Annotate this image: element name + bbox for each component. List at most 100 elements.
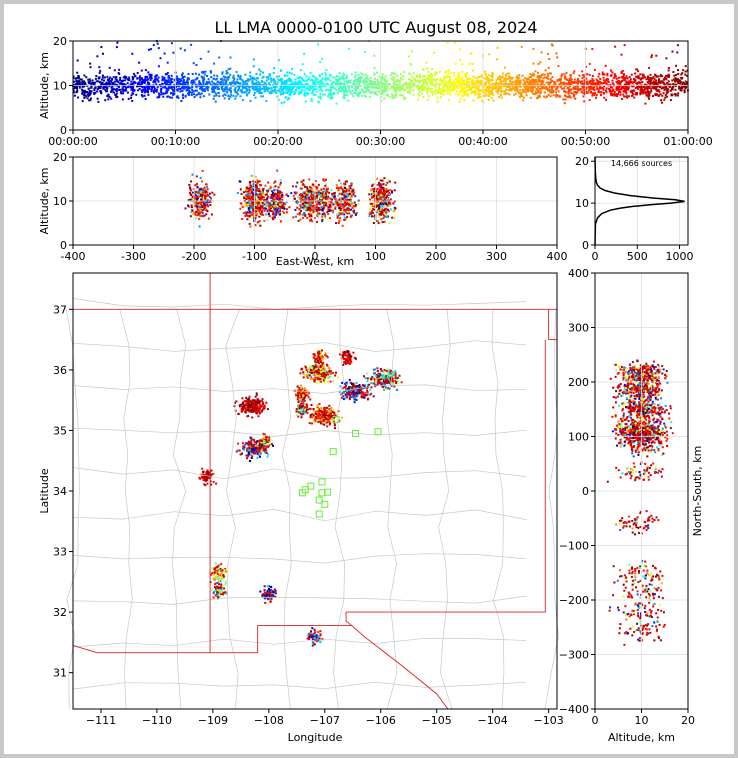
- time-height-point: [172, 51, 175, 54]
- time-height-point: [236, 91, 239, 94]
- east-west-point: [254, 201, 257, 204]
- time-height-point: [89, 80, 92, 83]
- east-west-point: [314, 200, 317, 203]
- time-height-point: [241, 91, 244, 94]
- time-height-point: [376, 80, 379, 83]
- east-west-point: [352, 205, 355, 208]
- time-height-point: [620, 76, 623, 79]
- time-height-point: [560, 81, 563, 84]
- east-west-point: [325, 201, 328, 204]
- time-height-point: [322, 93, 325, 96]
- time-height-point: [402, 89, 405, 91]
- time-height-point: [518, 83, 521, 86]
- east-west-point: [357, 203, 360, 206]
- time-height-point: [183, 49, 186, 52]
- time-height-point: [565, 91, 568, 94]
- time-height-point: [313, 81, 316, 84]
- time-height-point: [256, 90, 259, 93]
- east-west-point: [258, 220, 261, 223]
- time-height-point: [338, 76, 341, 79]
- time-height-point: [352, 95, 355, 98]
- east-west-point: [198, 225, 201, 228]
- time-height-point: [263, 82, 266, 85]
- east-west-point: [190, 206, 193, 209]
- east-west-point: [276, 205, 279, 208]
- time-height-point: [285, 96, 288, 99]
- east-west-point: [239, 180, 242, 183]
- time-height-point: [290, 83, 293, 86]
- east-west-point: [249, 225, 252, 228]
- time-height-point: [615, 77, 618, 80]
- time-height-point: [138, 76, 141, 79]
- time-height-point: [263, 81, 266, 84]
- time-height-point: [233, 88, 236, 91]
- time-height-point: [497, 87, 500, 90]
- east-west-point: [242, 212, 245, 215]
- time-height-point: [672, 86, 675, 89]
- time-height-point: [546, 72, 549, 75]
- time-height-point: [528, 76, 531, 79]
- time-height-point: [312, 89, 315, 92]
- time-height-point: [321, 89, 324, 92]
- east-west-point: [296, 181, 299, 184]
- east-west-point: [329, 205, 332, 208]
- time-height-point: [471, 63, 474, 65]
- east-west-point: [273, 203, 276, 206]
- time-height-point: [366, 75, 369, 78]
- time-height-point: [533, 86, 536, 88]
- time-height-point: [638, 77, 641, 80]
- time-height-point: [445, 85, 448, 88]
- east-west-point: [322, 196, 325, 199]
- time-height-point: [78, 86, 81, 89]
- time-height-point: [156, 74, 159, 77]
- time-height-point: [538, 94, 541, 97]
- time-height-point: [572, 86, 575, 89]
- time-height-point: [396, 79, 399, 82]
- time-height-point: [140, 77, 143, 80]
- time-height-point: [174, 93, 176, 95]
- time-height-point: [457, 73, 460, 76]
- time-height-point: [364, 79, 367, 82]
- time-height-point: [206, 82, 209, 85]
- time-height-point: [533, 79, 536, 82]
- time-height-point: [323, 93, 326, 96]
- time-height-point: [179, 47, 182, 50]
- time-height-point: [273, 86, 275, 88]
- east-west-point: [273, 213, 276, 216]
- time-height-point: [616, 82, 619, 85]
- time-height-point: [676, 79, 678, 82]
- time-height-point: [410, 82, 413, 85]
- time-height-point: [229, 83, 232, 86]
- time-height-point: [674, 85, 677, 87]
- time-height-point: [201, 71, 203, 74]
- time-height-point: [141, 90, 144, 93]
- time-height-point: [107, 93, 110, 96]
- time-height-point: [634, 79, 637, 82]
- time-height-point: [514, 86, 517, 89]
- time-height-point: [597, 83, 600, 86]
- east-west-point: [308, 198, 311, 201]
- time-height-point: [93, 93, 96, 95]
- time-height-point: [613, 91, 616, 93]
- time-height-point: [301, 88, 304, 91]
- east-west-point: [310, 202, 313, 205]
- time-height-point: [346, 82, 349, 85]
- time-height-point: [539, 92, 542, 95]
- time-height-point: [436, 96, 439, 99]
- time-height-point: [471, 86, 474, 89]
- time-height-point: [504, 85, 507, 88]
- time-height-point: [375, 86, 378, 89]
- time-height-point: [574, 88, 577, 90]
- time-height-point: [144, 75, 147, 78]
- time-height-point: [651, 86, 654, 89]
- east-west-point: [320, 202, 323, 205]
- east-west-point: [255, 214, 258, 217]
- time-height-point: [498, 76, 501, 79]
- time-height-point: [578, 74, 581, 77]
- time-height-point: [310, 100, 313, 103]
- time-height-point: [345, 74, 348, 77]
- time-height-point: [350, 93, 353, 96]
- east-west-point: [343, 188, 346, 191]
- time-height-point: [430, 75, 433, 78]
- east-west-point: [249, 185, 252, 188]
